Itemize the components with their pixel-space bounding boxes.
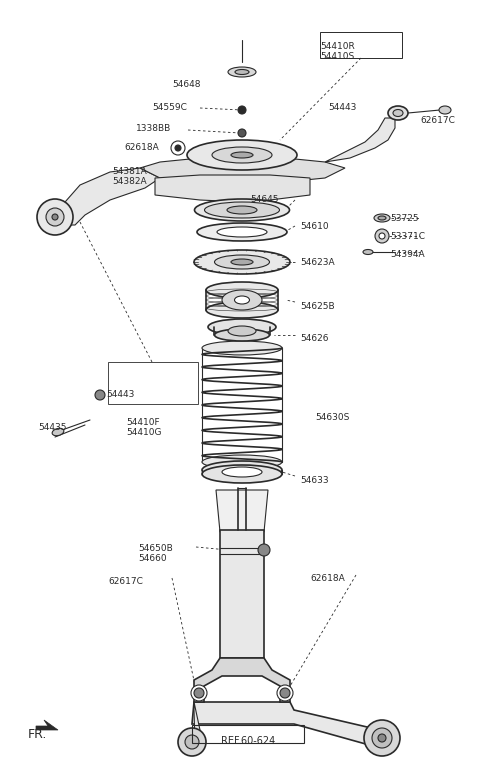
- Text: 54394A: 54394A: [390, 250, 425, 259]
- Circle shape: [52, 214, 58, 220]
- Bar: [220, 530, 264, 658]
- Ellipse shape: [231, 259, 253, 265]
- Ellipse shape: [374, 214, 390, 222]
- Polygon shape: [194, 658, 290, 702]
- Polygon shape: [140, 155, 345, 185]
- Text: 54443: 54443: [328, 103, 356, 112]
- Ellipse shape: [202, 455, 282, 469]
- Text: 62617C: 62617C: [420, 116, 455, 125]
- Text: 54410R
54410S: 54410R 54410S: [320, 42, 355, 61]
- Text: 54559C: 54559C: [152, 103, 187, 112]
- Text: 54626: 54626: [300, 334, 328, 343]
- Polygon shape: [192, 702, 380, 748]
- Ellipse shape: [197, 223, 287, 241]
- Polygon shape: [216, 490, 268, 532]
- Circle shape: [277, 685, 293, 701]
- Ellipse shape: [52, 428, 64, 436]
- Ellipse shape: [222, 467, 262, 477]
- Ellipse shape: [194, 250, 290, 274]
- Ellipse shape: [206, 302, 278, 318]
- Ellipse shape: [388, 106, 408, 120]
- Circle shape: [238, 106, 246, 114]
- Text: FR.: FR.: [28, 728, 48, 741]
- Text: 54623A: 54623A: [300, 258, 335, 267]
- Text: 1338BB: 1338BB: [136, 124, 171, 133]
- Ellipse shape: [228, 326, 256, 336]
- Text: REF.60-624: REF.60-624: [221, 736, 275, 746]
- Text: 54633: 54633: [300, 476, 329, 485]
- Ellipse shape: [215, 255, 269, 269]
- Circle shape: [37, 199, 73, 235]
- Circle shape: [95, 390, 105, 400]
- Ellipse shape: [212, 147, 272, 163]
- Circle shape: [372, 728, 392, 748]
- Text: 54648: 54648: [172, 80, 201, 89]
- Ellipse shape: [217, 227, 267, 237]
- Ellipse shape: [206, 282, 278, 298]
- Text: 54630S: 54630S: [315, 413, 349, 422]
- Bar: [320, 32, 402, 58]
- Ellipse shape: [231, 152, 253, 158]
- Ellipse shape: [202, 341, 282, 355]
- Bar: [192, 725, 304, 743]
- Text: 53725: 53725: [390, 214, 419, 223]
- Text: 54381A
54382A: 54381A 54382A: [112, 167, 147, 187]
- Ellipse shape: [393, 110, 403, 117]
- Text: 53371C: 53371C: [390, 232, 425, 241]
- Ellipse shape: [378, 216, 386, 220]
- Circle shape: [178, 728, 206, 756]
- Text: 62617C: 62617C: [108, 577, 143, 586]
- Circle shape: [378, 734, 386, 742]
- Ellipse shape: [215, 329, 269, 341]
- Ellipse shape: [363, 250, 373, 254]
- Ellipse shape: [208, 319, 276, 335]
- Text: 62618A: 62618A: [310, 574, 345, 583]
- Polygon shape: [58, 168, 160, 225]
- Ellipse shape: [439, 106, 451, 114]
- Ellipse shape: [222, 290, 262, 310]
- Text: 54625B: 54625B: [300, 302, 335, 311]
- Ellipse shape: [187, 140, 297, 170]
- Ellipse shape: [235, 296, 250, 304]
- Polygon shape: [325, 118, 395, 162]
- Text: 54435: 54435: [38, 423, 67, 432]
- Circle shape: [379, 233, 385, 239]
- Circle shape: [280, 688, 290, 698]
- Ellipse shape: [227, 206, 257, 214]
- Polygon shape: [36, 720, 58, 730]
- Circle shape: [46, 208, 64, 226]
- Circle shape: [364, 720, 400, 756]
- Circle shape: [238, 129, 246, 137]
- Circle shape: [175, 145, 181, 151]
- Ellipse shape: [235, 69, 249, 75]
- Circle shape: [194, 688, 204, 698]
- Ellipse shape: [204, 202, 279, 218]
- Text: 54645: 54645: [250, 195, 278, 204]
- Text: 62618A: 62618A: [124, 143, 159, 152]
- Circle shape: [375, 229, 389, 243]
- Text: 54650B
54660: 54650B 54660: [138, 544, 173, 563]
- Ellipse shape: [202, 465, 282, 483]
- Polygon shape: [194, 702, 200, 745]
- Circle shape: [191, 685, 207, 701]
- Ellipse shape: [228, 67, 256, 77]
- Polygon shape: [155, 175, 310, 202]
- Circle shape: [185, 735, 199, 749]
- Ellipse shape: [194, 199, 289, 221]
- Ellipse shape: [202, 461, 282, 479]
- Text: 54610: 54610: [300, 222, 329, 231]
- Circle shape: [258, 544, 270, 556]
- Text: 54443: 54443: [106, 390, 134, 399]
- Text: 54410F
54410G: 54410F 54410G: [126, 418, 161, 437]
- Bar: [108, 362, 198, 404]
